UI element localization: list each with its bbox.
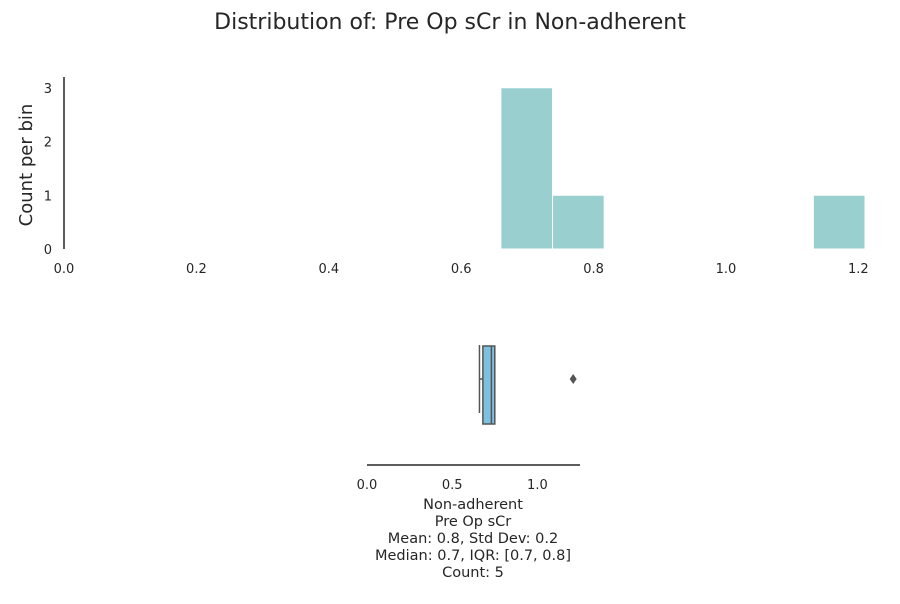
chart-title: Distribution of: Pre Op sCr in Non-adher… [214, 10, 686, 35]
y-tick-label: 3 [44, 82, 52, 97]
y-tick-label: 2 [44, 136, 52, 151]
stats-text-line: Mean: 0.8, Std Dev: 0.2 [388, 531, 558, 547]
x-tick-label: 1.0 [527, 478, 548, 493]
stats-text-line: Pre Op sCr [435, 514, 512, 530]
stats-text-line: Median: 0.7, IQR: [0.7, 0.8] [375, 548, 571, 564]
stats-text-line: Non-adherent [423, 497, 523, 513]
x-tick-label: 0.8 [583, 262, 604, 277]
histogram-bar [552, 194, 605, 250]
x-tick-label: 1.0 [716, 262, 737, 277]
y-tick-label: 1 [44, 189, 52, 204]
histogram-panel: 0.0 0.2 0.4 0.6 0.8 1.0 1.2 0 1 2 3 Count per bin [16, 77, 869, 277]
outlier-marker [569, 374, 577, 384]
x-tick-label: 1.2 [848, 262, 869, 277]
stats-text-line: Count: 5 [442, 565, 504, 581]
x-tick-label: 0.5 [442, 478, 463, 493]
x-tick-label: 0.4 [318, 262, 339, 277]
x-tick-label: 0.0 [357, 478, 378, 493]
histogram-bar [500, 87, 554, 250]
y-axis-label: Count per bin [16, 104, 37, 227]
x-tick-label: 0.2 [186, 262, 207, 277]
histogram-bar [812, 194, 866, 250]
x-tick-label: 0.0 [54, 262, 75, 277]
box-iqr [482, 345, 496, 425]
x-tick-label: 0.6 [451, 262, 472, 277]
y-tick-label: 0 [44, 243, 52, 258]
